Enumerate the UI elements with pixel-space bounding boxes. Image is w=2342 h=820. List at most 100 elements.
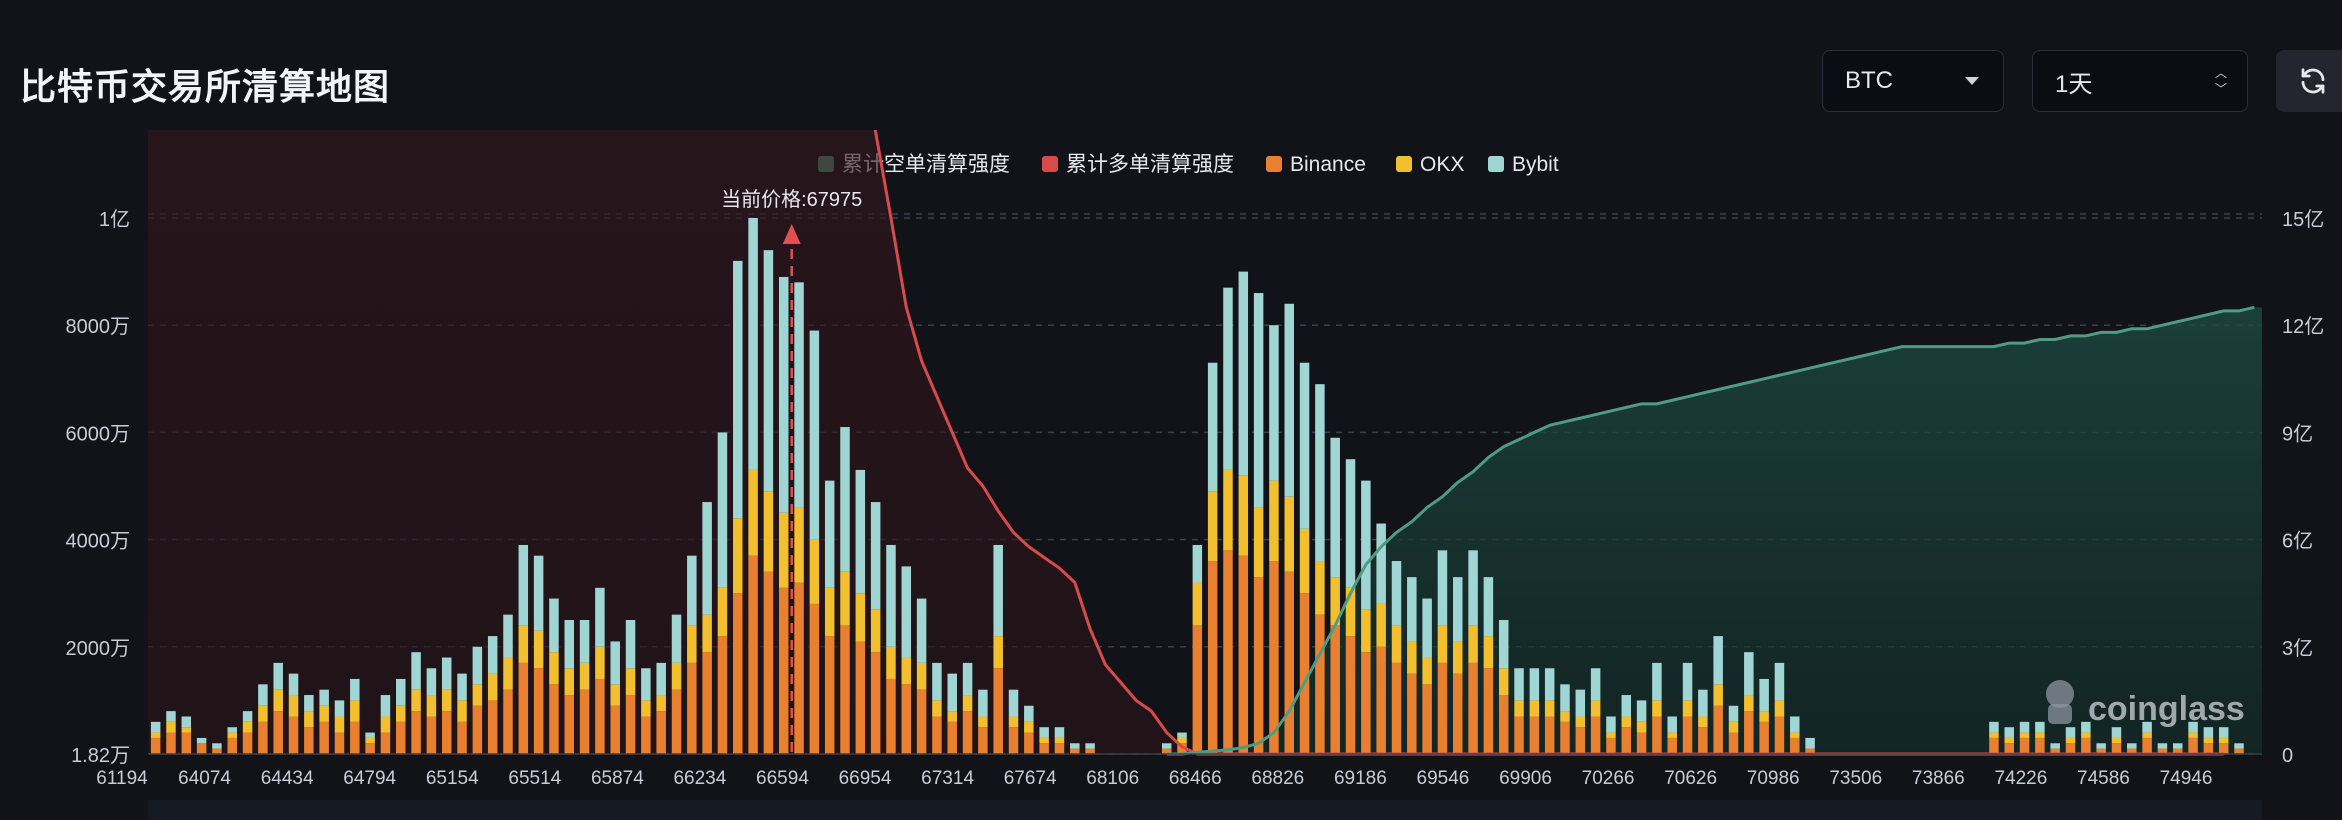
bar-bybit	[1483, 577, 1494, 637]
bar-bybit	[1805, 737, 1815, 749]
x-axis-tick: 69546	[1417, 768, 1470, 789]
legend-swatch	[1488, 156, 1504, 172]
bar-binance	[1667, 737, 1677, 754]
long-cum-area	[148, 130, 2255, 754]
bar-binance	[2050, 748, 2060, 754]
bar-okx	[426, 695, 437, 717]
bar-bybit	[396, 678, 406, 706]
bar-okx	[1514, 700, 1524, 717]
bar-binance	[1361, 652, 1371, 754]
bar-okx	[610, 684, 620, 706]
bar-okx	[916, 662, 927, 690]
current-price-marker: 当前价格:67975	[721, 188, 862, 754]
x-axis-tick: 73866	[1912, 768, 1965, 789]
bar-binance	[978, 727, 988, 754]
bar-binance	[1039, 743, 1049, 754]
x-axis-scrollbar	[148, 800, 2262, 820]
bar-okx	[1667, 732, 1677, 738]
bar-okx	[947, 711, 957, 722]
bar-okx	[1361, 609, 1371, 653]
time-range-select[interactable]: 1天 ︿ ﹀	[2032, 50, 2248, 112]
bar-bybit	[1085, 743, 1095, 749]
bar-okx	[1345, 587, 1356, 637]
bar-okx	[1575, 716, 1586, 728]
bar-okx	[978, 716, 988, 728]
bar-binance	[227, 737, 238, 754]
bar-binance	[1177, 743, 1187, 754]
bar-bybit	[1407, 577, 1417, 642]
bar-okx	[901, 657, 912, 685]
bar-binance	[947, 721, 957, 754]
bar-binance	[1330, 625, 1340, 754]
x-axis-tick: 66594	[756, 768, 809, 789]
bar-okx	[2004, 737, 2014, 744]
x-axis-tick: 64434	[261, 768, 314, 789]
bar-binance	[641, 716, 651, 754]
bar-bybit	[1575, 689, 1586, 717]
bar-okx	[242, 721, 253, 733]
legend-item: OKX	[1420, 153, 1464, 176]
bar-bybit	[1207, 362, 1218, 492]
bar-okx	[748, 469, 758, 556]
bar-bybit	[2019, 721, 2030, 733]
bar-okx	[166, 721, 176, 733]
coin-select[interactable]: BTC	[1822, 50, 2004, 112]
bar-bybit	[763, 250, 774, 492]
bar-binance	[2188, 737, 2198, 754]
bar-okx	[671, 662, 682, 690]
bar-binance	[1728, 732, 1739, 754]
bar-bybit	[1054, 727, 1065, 738]
bar-okx	[763, 491, 774, 572]
bar-okx	[870, 609, 881, 653]
bar-bybit	[2050, 743, 2060, 749]
bar-okx	[717, 587, 728, 637]
bar-binance	[1085, 748, 1095, 754]
bar-binance	[350, 721, 360, 754]
bar-bybit	[2234, 743, 2244, 749]
bar-okx	[1422, 657, 1432, 685]
bar-bybit	[855, 469, 866, 594]
bar-binance	[487, 700, 498, 754]
right-axis-tick: 15亿	[2282, 208, 2324, 231]
bar-bybit	[794, 282, 804, 508]
bar-binance	[1560, 721, 1570, 754]
bar-binance	[1345, 636, 1356, 754]
bar-bybit	[1790, 716, 1800, 733]
bar-bybit	[1514, 668, 1524, 701]
refresh-button[interactable]	[2276, 50, 2342, 112]
bar-binance	[886, 678, 896, 754]
bar-okx	[1008, 716, 1019, 728]
bar-okx	[549, 652, 559, 685]
bar-bybit	[1238, 271, 1249, 476]
bar-binance	[2081, 737, 2091, 754]
legend-item: Binance	[1290, 153, 1366, 176]
bar-okx	[1468, 625, 1478, 663]
bar-okx	[641, 700, 651, 717]
bar-bybit	[181, 716, 192, 728]
bar-okx	[457, 700, 467, 722]
bar-bybit	[1529, 668, 1540, 701]
bar-binance	[656, 711, 666, 754]
bar-okx	[258, 705, 268, 722]
bar-okx	[1284, 496, 1295, 572]
coinglass-watermark: coinglass	[2046, 680, 2245, 728]
x-axis-tick: 67314	[921, 768, 974, 789]
bar-bybit	[1621, 695, 1632, 717]
bar-bybit	[503, 614, 513, 658]
bar-okx	[1590, 700, 1601, 717]
bar-binance	[457, 721, 467, 754]
bar-okx	[1989, 732, 1999, 738]
bar-okx	[687, 625, 697, 663]
bar-bybit	[717, 432, 728, 588]
bar-okx	[2188, 732, 2198, 738]
x-axis-tick: 68106	[1086, 768, 1139, 789]
short-cum-area	[155, 307, 2262, 754]
bar-okx	[1560, 711, 1570, 722]
bar-okx	[1054, 737, 1065, 744]
x-axis-tick: 65514	[508, 768, 561, 789]
bar-binance	[2172, 748, 2183, 754]
bar-binance	[212, 748, 222, 754]
left-axis-tick: 8000万	[66, 316, 131, 338]
bar-bybit	[2157, 743, 2168, 749]
bar-okx	[1207, 491, 1218, 562]
